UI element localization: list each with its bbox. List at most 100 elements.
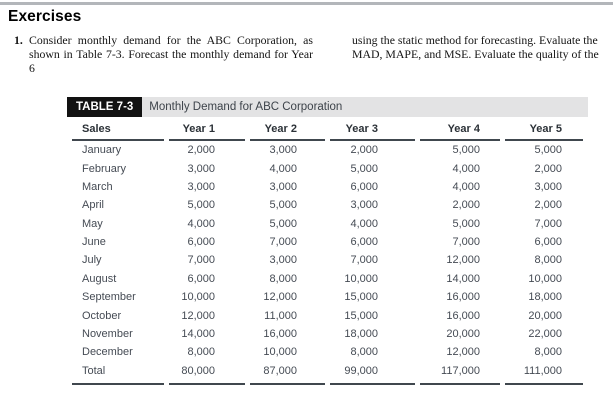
cell: 11,000 [264,309,297,322]
table-block: TABLE 7-3 Monthly Demand for ABC Corpora… [67,97,588,385]
table-row: October 12,000 11,000 15,000 16,000 20,000 [72,306,583,324]
cell: 12,000 [446,254,480,267]
row-label: May [82,217,103,230]
row-label: December [82,346,133,359]
table-row: July 7,000 3,000 7,000 12,000 8,000 [72,251,583,269]
column-header: Year 2 [250,118,325,141]
table-caption-bar: TABLE 7-3 Monthly Demand for ABC Corpora… [67,97,588,117]
page-title: Exercises [8,8,82,25]
cell: 12,000 [263,291,297,304]
exercise-text-right: using the static method for forecasting.… [352,33,599,61]
row-label: October [82,309,122,322]
cell: 2,000 [452,199,480,212]
cell: 12,000 [446,346,480,359]
cell: 117,000 [420,362,500,385]
cell: 16,000 [446,309,480,322]
table-title: Monthly Demand for ABC Corporation [142,97,588,117]
cell: 2,000 [534,162,562,175]
cell: 5,000 [187,199,215,212]
table-row: May 4,000 5,000 4,000 5,000 7,000 [72,215,583,233]
cell: 2,000 [350,144,378,157]
header-row: Sales Year 1 Year 2 Year 3 Year 4 Year 5 [72,118,583,141]
exercise-text-left: Consider monthly demand for the ABC Corp… [29,33,313,75]
cell: 10,000 [181,291,215,304]
exercise-number: 1. [14,33,23,47]
cell: 2,000 [187,144,215,157]
cell: 8,000 [534,346,562,359]
cell: 6,000 [534,236,562,249]
cell: 15,000 [344,291,378,304]
demand-table: Sales Year 1 Year 2 Year 3 Year 4 Year 5 Janu… [67,118,588,385]
table-label: TABLE 7-3 [67,97,143,117]
table-row: March 3,000 3,000 6,000 4,000 3,000 [72,178,583,196]
cell: 5,000 [269,199,297,212]
cell: 4,000 [452,180,480,193]
row-label: March [82,180,113,193]
row-label: September [82,291,136,304]
cell: 80,000 [169,362,245,385]
cell: 3,000 [269,144,297,157]
cell: 16,000 [446,291,480,304]
table-row: September 10,000 12,000 15,000 16,000 18,000 [72,288,583,306]
table-row: April 5,000 5,000 3,000 2,000 2,000 [72,196,583,214]
cell: 4,000 [187,217,215,230]
cell: 20,000 [528,309,562,322]
cell: 3,000 [269,180,297,193]
cell: 7,000 [187,254,215,267]
cell: 5,000 [269,217,297,230]
row-label: June [82,236,106,249]
cell: 4,000 [350,217,378,230]
cell: 8,000 [269,272,297,285]
exercise-left-column: 1. Consider monthly demand for the ABC C… [14,33,313,75]
cell: 8,000 [350,346,378,359]
cell: 12,000 [181,309,215,322]
cell: 5,000 [350,162,378,175]
cell: 14,000 [181,327,215,340]
cell: 8,000 [534,254,562,267]
cell: 87,000 [250,362,325,385]
table-row: February 3,000 4,000 5,000 4,000 2,000 [72,159,583,177]
cell: 7,000 [452,236,480,249]
column-header: Sales [72,118,164,141]
cell: 4,000 [269,162,297,175]
cell: 5,000 [452,217,480,230]
row-label: August [82,272,117,285]
cell: 10,000 [528,272,562,285]
cell: 6,000 [187,236,215,249]
cell: 7,000 [350,254,378,267]
cell: 3,000 [269,254,297,267]
row-label: February [82,162,127,175]
cell: 5,000 [452,144,480,157]
table-row: January 2,000 3,000 2,000 5,000 5,000 [72,141,583,159]
cell: 2,000 [534,199,562,212]
column-header: Year 3 [330,118,415,141]
cell: 7,000 [534,217,562,230]
cell: 5,000 [534,144,562,157]
cell: 3,000 [187,162,215,175]
cell: 18,000 [344,327,378,340]
row-label: Total [72,362,164,385]
column-header: Year 1 [169,118,245,141]
cell: 3,000 [187,180,215,193]
row-label: November [82,327,133,340]
table-row: November 14,000 16,000 18,000 20,000 22,000 [72,325,583,343]
cell: 3,000 [350,199,378,212]
column-header: Year 4 [420,118,500,141]
cell: 10,000 [344,272,378,285]
cell: 18,000 [528,291,562,304]
cell: 14,000 [446,272,480,285]
cell: 7,000 [269,236,297,249]
cell: 3,000 [534,180,562,193]
table-row: Total 80,000 87,000 99,000 117,000 111,000 [72,362,583,385]
row-label: January [82,144,122,157]
cell: 6,000 [350,180,378,193]
row-label: April [82,199,105,212]
cell: 111,000 [505,362,583,385]
cell: 6,000 [350,236,378,249]
cell: 20,000 [446,327,480,340]
cell: 10,000 [263,346,297,359]
cell: 6,000 [187,272,215,285]
cell: 15,000 [344,309,378,322]
cell: 99,000 [330,362,415,385]
